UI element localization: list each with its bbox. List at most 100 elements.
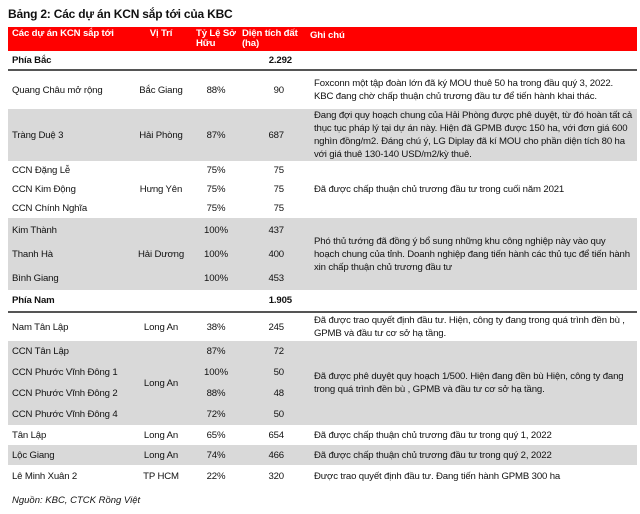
table-row: Lê Minh Xuân 2 TP HCM 22% 320 Được trao quyế… [8,465,637,487]
project-location: Long An [130,445,192,465]
section-empty [192,51,240,70]
project-name: Nam Tân Lập [12,321,69,333]
table-row: CCN Kim Động 75% 75 [8,180,637,199]
project-ownership: 100% [192,218,240,242]
section-row: Phía Bắc 2.292 [8,51,637,70]
table-row: Kim Thành Hải Dương 100% 437 Phó thủ tướng đ… [8,218,637,290]
table-row: Tân Lập Long An 65% 654 Đã được chấp thuận c… [8,425,637,445]
project-area: 453 [240,266,306,290]
project-name: Lộc Giang [8,445,130,465]
table-row: CCN Phước Vĩnh Đông 4 72% 50 [8,404,637,425]
project-name: Tràng Duệ 3 [8,109,130,161]
project-area: 48 [240,383,306,404]
header-note: Ghi chú [306,27,637,51]
kcn-projects-table: Các dự án KCN sắp tới Vị Trí Tỷ Lệ Sở Hữ… [8,27,637,487]
section-label: Phía Bắc [12,54,52,66]
project-area: 466 [240,445,306,465]
project-ownership: 75% [206,165,226,176]
project-name: Tân Lập [12,429,47,441]
project-location: Long An [143,429,179,441]
table-row: Quang Châu mở rộng Bắc Giang 88% 90 Foxconn … [8,71,637,109]
project-area: 50 [240,362,306,383]
header-ownership: Tỷ Lệ Sở Hữu [192,27,240,51]
project-area: 75 [273,165,285,176]
project-area: 320 [268,470,284,482]
project-name: Thanh Hà [8,242,130,266]
project-ownership: 22% [206,470,226,482]
project-name: Bình Giang [8,266,130,290]
project-location: Hải Phòng [130,109,192,161]
section-empty [130,51,192,70]
table-title: Bảng 2: Các dự án KCN sắp tới của KBC [8,7,233,21]
project-name: CCN Phước Vĩnh Đông 4 [8,404,130,425]
project-name: Lê Minh Xuân 2 [12,470,78,482]
project-location: Long An [143,321,179,333]
project-note: Phó thủ tướng đã đồng ý bổ sung những kh… [306,218,637,290]
table-row: CCN Phước Vĩnh Đông 2 88% 48 [8,383,637,404]
project-note: Đã được chấp thuận chủ trương đầu tư tro… [306,445,637,465]
project-note: Được trao quyết định đầu tư. Đang tiến h… [314,470,561,482]
header-name: Các dự án KCN sắp tới [8,27,130,51]
project-ownership: 65% [206,429,226,441]
table-row: Bình Giang 100% 453 [8,266,637,290]
project-name: CCN Phước Vĩnh Đông 2 [8,383,130,404]
table-row: CCN Phước Vĩnh Đông 1 100% 50 [8,362,637,383]
table-body: Phía Bắc 2.292 Quang Châu mở rộng Bắc Giang… [8,51,637,487]
project-name: Quang Châu mở rộng [12,84,103,96]
project-area: 245 [268,321,284,333]
project-name: CCN Chính Nghĩa [12,203,88,214]
project-ownership: 100% [192,266,240,290]
table-row: CCN Đặng Lễ Hưng Yên 75% 75 Đã được chấp thu… [8,161,637,195]
section-empty [306,290,637,312]
project-name: Kim Thành [8,218,130,242]
project-ownership: 74% [192,445,240,465]
section-empty [130,290,192,312]
project-area: 687 [240,109,306,161]
section-empty [192,290,240,312]
project-ownership: 87% [192,109,240,161]
project-ownership: 87% [192,341,240,362]
section-total: 2.292 [268,54,292,66]
table-wrapper: Các dự án KCN sắp tới Vị Trí Tỷ Lệ Sở Hữ… [8,27,637,506]
project-ownership: 100% [192,362,240,383]
table-row: Nam Tân Lập Long An 38% 245 Đã được trao quy… [8,313,637,341]
project-note: Đang đợi quy hoạch chung của Hải Phòng đ… [306,109,637,161]
header-location: Vị Trí [130,27,192,51]
project-area: 72 [240,341,306,362]
project-ownership: 72% [192,404,240,425]
project-ownership: 88% [206,84,226,96]
project-note: Đã được chấp thuận chủ trương đầu tư tro… [314,429,552,441]
project-ownership: 75% [206,184,226,195]
table-header-row: Các dự án KCN sắp tới Vị Trí Tỷ Lệ Sở Hữ… [8,27,637,51]
header-area: Diện tích đất (ha) [240,27,306,51]
project-ownership: 100% [192,242,240,266]
table-row: CCN Chính Nghĩa 75% 75 [8,199,637,218]
project-area: 654 [268,429,284,441]
project-area: 437 [240,218,306,242]
project-name: CCN Đặng Lễ [12,165,71,176]
project-name: CCN Tân Lập [8,341,130,362]
project-note: Đã được chấp thuận chủ trương đầu tư tro… [314,184,565,195]
section-row: Phía Nam 1.905 [8,290,637,312]
project-area: 90 [273,84,285,96]
table-row: CCN Tân Lập Long An 87% 72 Đã được phê duyệt… [8,341,637,425]
project-area: 400 [240,242,306,266]
project-area: 75 [273,184,285,195]
project-ownership: 75% [206,203,226,214]
section-empty [306,51,637,70]
project-ownership: 38% [206,321,226,333]
project-location: TP HCM [143,470,179,482]
project-name: CCN Kim Động [12,184,76,195]
project-note: Đã được phê duyệt quy hoạch 1/500. Hiện … [306,341,637,425]
table-row: Tràng Duệ 3 Hải Phòng 87% 687 Đang đợi quy h… [8,109,637,161]
project-area: 50 [240,404,306,425]
section-label: Phía Nam [12,295,55,306]
project-ownership: 88% [192,383,240,404]
table-row: Thanh Hà 100% 400 [8,242,637,266]
table-row: Lộc Giang Long An 74% 466 Đã được chấp thuận… [8,445,637,465]
section-total: 1.905 [268,295,292,306]
project-area: 75 [273,203,285,214]
project-location: Long An [130,341,192,425]
project-location: Bắc Giang [139,84,183,96]
project-location: Hải Dương [130,218,192,290]
